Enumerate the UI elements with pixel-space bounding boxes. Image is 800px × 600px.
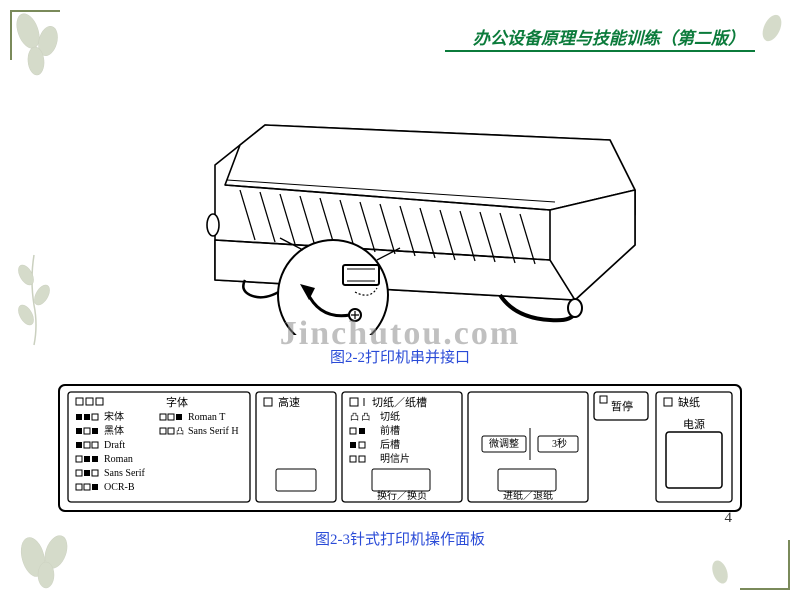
svg-text:切纸: 切纸 xyxy=(380,410,400,423)
leaf-decoration-br xyxy=(700,552,740,592)
svg-text:暂停: 暂停 xyxy=(611,399,633,413)
page-title: 办公设备原理与技能训练（第二版） xyxy=(473,24,745,49)
svg-text:微调整: 微调整 xyxy=(489,437,519,450)
control-panel-illustration: 字体 宋体 黑体 Draft Roman xyxy=(58,384,742,512)
svg-text:3秒: 3秒 xyxy=(552,437,567,450)
figure1-caption: 图2-2打印机串并接口 xyxy=(0,346,800,367)
svg-text:OCR-B: OCR-B xyxy=(104,482,135,493)
printer-illustration xyxy=(155,70,655,335)
svg-text:明信片: 明信片 xyxy=(380,452,410,465)
page-number: 4 xyxy=(725,510,733,527)
svg-text:后槽: 后槽 xyxy=(380,438,400,451)
leaf-decoration-tr xyxy=(752,8,792,48)
leaf-decoration-tl xyxy=(8,6,78,86)
svg-text:Sans Serif: Sans Serif xyxy=(104,468,146,479)
figure2-caption: 图2-3针式打印机操作面板 xyxy=(0,528,800,549)
panel-label-font: 字体 xyxy=(166,395,188,409)
svg-text:切纸／纸槽: 切纸／纸槽 xyxy=(372,396,427,409)
svg-text:Draft: Draft xyxy=(104,440,125,451)
svg-text:Roman T: Roman T xyxy=(188,412,225,423)
svg-text:黑体: 黑体 xyxy=(104,425,124,437)
svg-text:高速: 高速 xyxy=(278,395,300,409)
svg-text:换行／换页: 换行／换页 xyxy=(377,489,427,502)
svg-text:进纸／退纸: 进纸／退纸 xyxy=(503,489,553,502)
header-underline xyxy=(445,50,755,52)
svg-text:Sans Serif H: Sans Serif H xyxy=(188,426,239,437)
leaf-decoration-ml xyxy=(10,250,58,350)
svg-text:缺纸: 缺纸 xyxy=(678,395,700,409)
svg-text:宋体: 宋体 xyxy=(104,410,124,423)
svg-text:凸: 凸 xyxy=(176,427,184,436)
svg-text:凸 凸: 凸 凸 xyxy=(350,412,370,422)
svg-text:电源: 电源 xyxy=(683,417,705,431)
svg-text:Roman: Roman xyxy=(104,454,133,465)
svg-text:前槽: 前槽 xyxy=(380,424,400,437)
